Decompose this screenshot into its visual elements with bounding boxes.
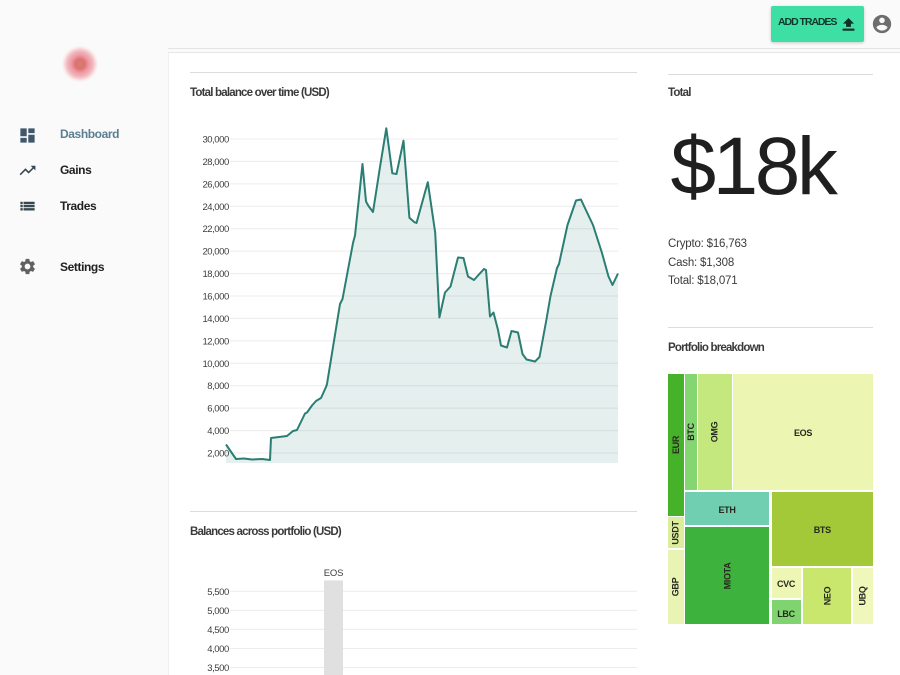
svg-text:4,000: 4,000 — [207, 644, 229, 655]
svg-text:5,000: 5,000 — [207, 606, 229, 617]
svg-text:28,000: 28,000 — [202, 157, 229, 168]
svg-text:8,000: 8,000 — [207, 381, 229, 392]
svg-text:4,500: 4,500 — [207, 625, 229, 636]
svg-text:16,000: 16,000 — [202, 292, 229, 303]
svg-text:20,000: 20,000 — [202, 247, 229, 258]
svg-text:12,000: 12,000 — [202, 336, 229, 347]
svg-text:6,000: 6,000 — [207, 404, 229, 415]
svg-text:14,000: 14,000 — [202, 314, 229, 325]
svg-text:18,000: 18,000 — [202, 269, 229, 280]
svg-text:22,000: 22,000 — [202, 224, 229, 235]
svg-text:4,000: 4,000 — [207, 426, 229, 437]
svg-text:30,000: 30,000 — [202, 135, 229, 146]
svg-text:EOS: EOS — [324, 568, 343, 579]
svg-text:10,000: 10,000 — [202, 359, 229, 370]
svg-text:24,000: 24,000 — [202, 202, 229, 213]
svg-text:3,500: 3,500 — [207, 663, 229, 674]
svg-text:2,000: 2,000 — [207, 449, 229, 460]
svg-text:5,500: 5,500 — [207, 587, 229, 598]
svg-text:26,000: 26,000 — [202, 179, 229, 190]
